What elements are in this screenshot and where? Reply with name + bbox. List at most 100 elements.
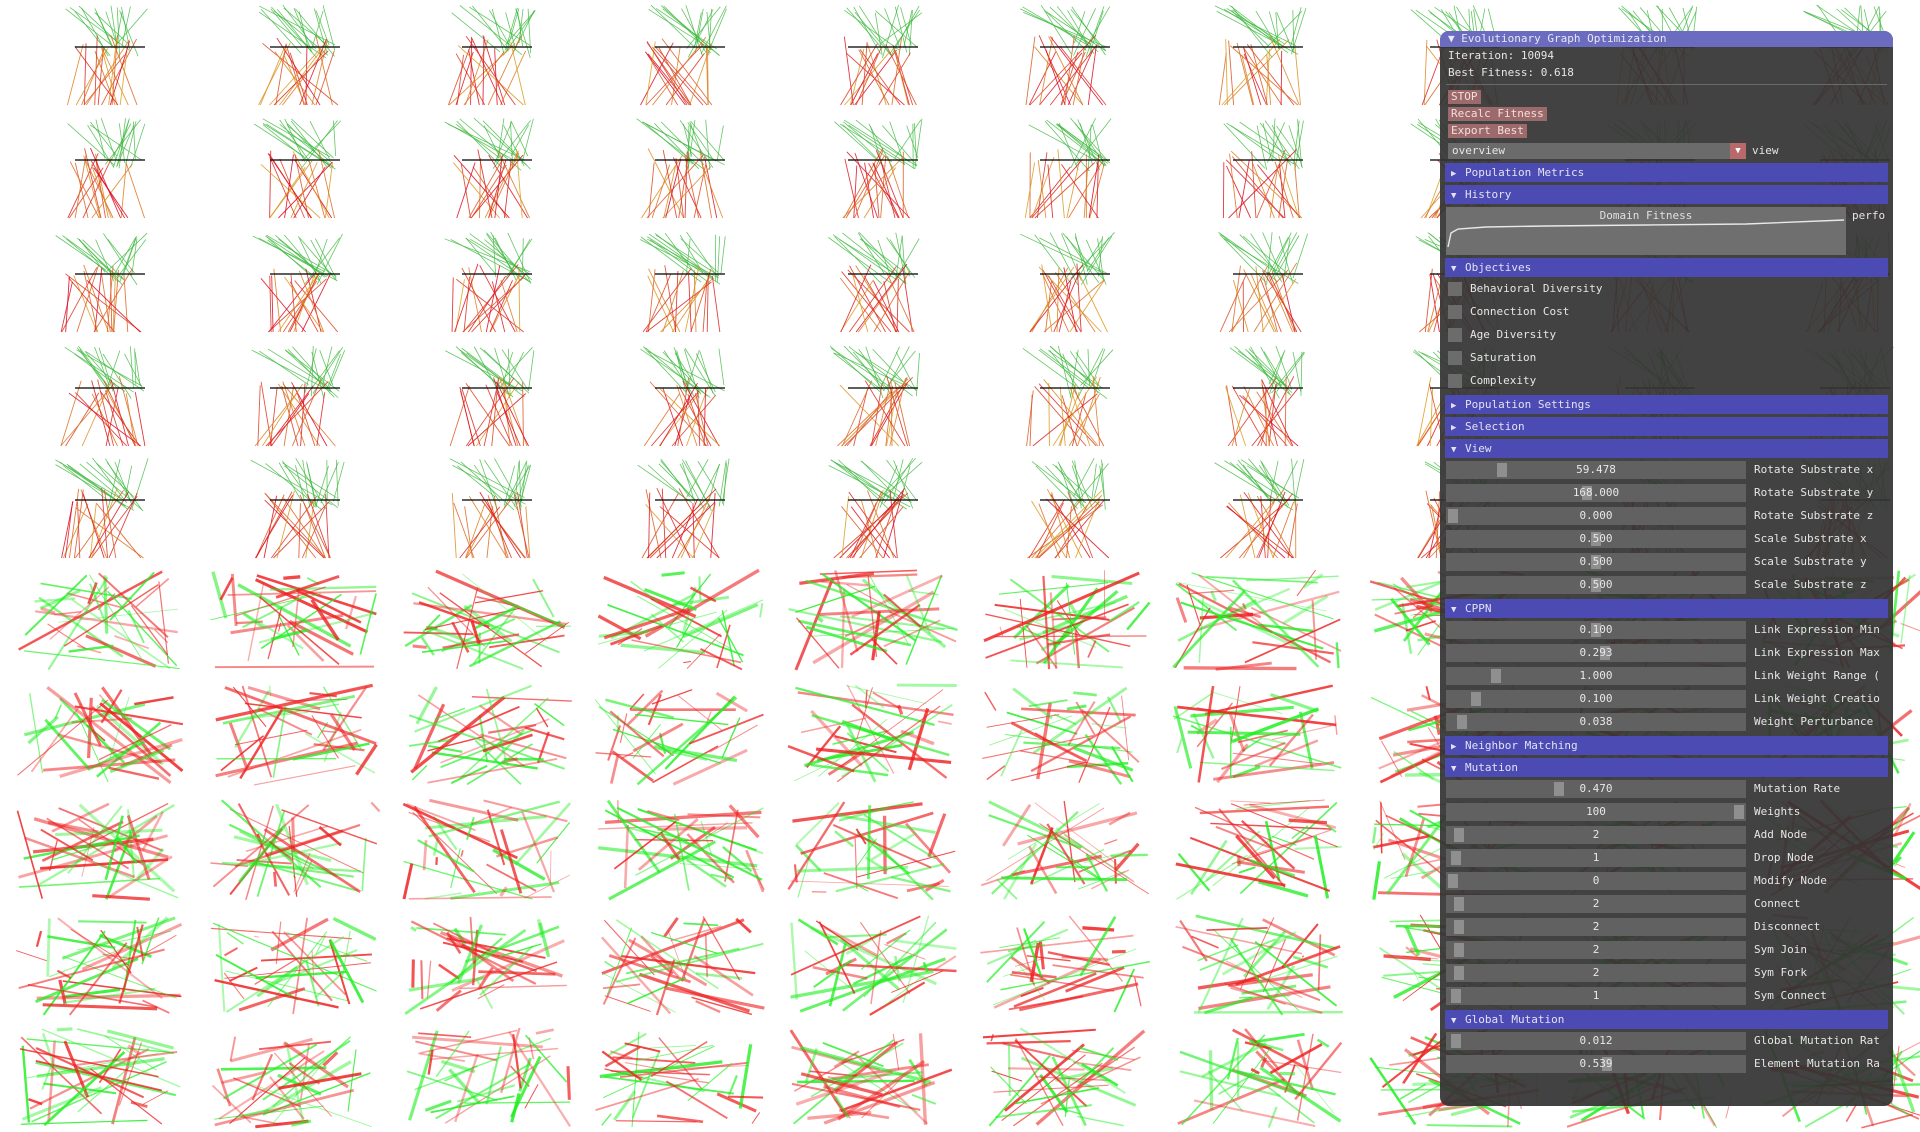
section-mutation[interactable]: ▼ Mutation <box>1445 758 1888 777</box>
slider-track[interactable] <box>1446 507 1746 525</box>
objective-checkbox[interactable] <box>1448 374 1462 388</box>
objective-checkbox-row[interactable]: Saturation <box>1440 346 1893 369</box>
slider-grab[interactable] <box>1454 828 1464 842</box>
slider-track[interactable] <box>1446 987 1746 1005</box>
objectives-list: Behavioral Diversity Connection Cost Age D… <box>1440 277 1893 392</box>
slider-row: 0.500 Scale Substrate y <box>1440 550 1893 573</box>
slider-grab[interactable] <box>1457 715 1467 729</box>
objective-checkbox[interactable] <box>1448 328 1462 342</box>
collapse-triangle-icon[interactable]: ▼ <box>1448 32 1455 45</box>
objective-label: Complexity <box>1470 374 1537 387</box>
slider-track[interactable] <box>1446 690 1746 708</box>
slider-value: 2 <box>1592 943 1600 956</box>
slider-grab[interactable] <box>1448 874 1458 888</box>
objective-checkbox-row[interactable]: Connection Cost <box>1440 300 1893 323</box>
slider-grab[interactable] <box>1497 463 1507 477</box>
slider-grab[interactable] <box>1591 623 1601 637</box>
slider-track[interactable] <box>1446 461 1746 479</box>
view-combo[interactable]: overview ▼ view <box>1440 142 1893 160</box>
objective-checkbox-row[interactable]: Behavioral Diversity <box>1440 277 1893 300</box>
objective-checkbox[interactable] <box>1448 351 1462 365</box>
slider-value: 0.500 <box>1579 578 1613 591</box>
history-plot[interactable]: Domain Fitness perfo <box>1446 207 1887 255</box>
stop-button[interactable]: STOP <box>1448 90 1481 104</box>
panel-title: Evolutionary Graph Optimization <box>1461 32 1667 45</box>
slider-value: 2 <box>1592 828 1600 841</box>
slider-value: 2 <box>1592 920 1600 933</box>
slider-grab[interactable] <box>1582 486 1592 500</box>
slider-grab[interactable] <box>1602 1057 1612 1071</box>
section-population-settings[interactable]: ▶ Population Settings <box>1445 395 1888 414</box>
slider-label: Disconnect <box>1754 920 1821 933</box>
slider-label: Connect <box>1754 897 1801 910</box>
slider-grab[interactable] <box>1554 782 1564 796</box>
combo-arrow-icon[interactable]: ▼ <box>1730 143 1746 159</box>
slider-grab[interactable] <box>1451 989 1461 1003</box>
slider-grab[interactable] <box>1454 920 1464 934</box>
objective-checkbox[interactable] <box>1448 305 1462 319</box>
slider-track[interactable] <box>1446 1055 1746 1073</box>
expanded-triangle-icon: ▼ <box>1451 191 1457 201</box>
slider-track[interactable] <box>1446 484 1746 502</box>
slider-track[interactable] <box>1446 803 1746 821</box>
view-sliders: 59.478 Rotate Substrate x 168.000 Rotate Su… <box>1440 458 1893 596</box>
panel-title-bar[interactable]: ▼ Evolutionary Graph Optimization <box>1440 31 1893 47</box>
slider-label: Rotate Substrate z <box>1754 509 1874 522</box>
slider-grab[interactable] <box>1454 897 1464 911</box>
slider-row: 0.100 Link Weight Creatio <box>1440 687 1893 710</box>
section-history[interactable]: ▼ History <box>1445 185 1888 204</box>
slider-row: 1 Sym Connect <box>1440 984 1893 1007</box>
slider-row: 2 Sym Fork <box>1440 961 1893 984</box>
evolution-control-panel[interactable]: ▼ Evolutionary Graph Optimization Iterat… <box>1440 31 1893 1106</box>
slider-track[interactable] <box>1446 941 1746 959</box>
slider-track[interactable] <box>1446 826 1746 844</box>
slider-track[interactable] <box>1446 872 1746 890</box>
slider-row: 1 Drop Node <box>1440 846 1893 869</box>
slider-grab[interactable] <box>1454 966 1464 980</box>
slider-grab[interactable] <box>1591 578 1601 592</box>
view-combo-label: view <box>1752 144 1779 157</box>
slider-track[interactable] <box>1446 667 1746 685</box>
slider-value: 0.500 <box>1579 555 1613 568</box>
objective-label: Age Diversity <box>1470 328 1557 341</box>
slider-value: 0.038 <box>1579 715 1613 728</box>
slider-track[interactable] <box>1446 1032 1746 1050</box>
section-cppn[interactable]: ▼ CPPN <box>1445 599 1888 618</box>
section-objectives[interactable]: ▼ Objectives <box>1445 258 1888 277</box>
slider-grab[interactable] <box>1451 1034 1461 1048</box>
objective-checkbox-row[interactable]: Complexity <box>1440 369 1893 392</box>
objective-checkbox[interactable] <box>1448 282 1462 296</box>
plot-label: perfo <box>1852 209 1886 222</box>
view-combo-value[interactable]: overview <box>1448 143 1746 159</box>
iteration-label: Iteration: 10094 <box>1448 49 1554 62</box>
slider-grab[interactable] <box>1454 943 1464 957</box>
recalc-fitness-button[interactable]: Recalc Fitness <box>1448 107 1547 121</box>
slider-grab[interactable] <box>1600 646 1610 660</box>
slider-grab[interactable] <box>1591 532 1601 546</box>
slider-grab[interactable] <box>1448 509 1458 523</box>
slider-label: Element Mutation Ra <box>1754 1057 1880 1070</box>
section-global-mutation[interactable]: ▼ Global Mutation <box>1445 1010 1888 1029</box>
export-best-button[interactable]: Export Best <box>1448 124 1527 138</box>
slider-track[interactable] <box>1446 964 1746 982</box>
slider-track[interactable] <box>1446 780 1746 798</box>
slider-grab[interactable] <box>1734 805 1744 819</box>
slider-value: 1 <box>1592 851 1600 864</box>
slider-track[interactable] <box>1446 895 1746 913</box>
section-neighbor-matching[interactable]: ▶ Neighbor Matching <box>1445 736 1888 755</box>
slider-grab[interactable] <box>1591 555 1601 569</box>
slider-grab[interactable] <box>1491 669 1501 683</box>
collapsed-triangle-icon: ▶ <box>1451 169 1457 179</box>
slider-track[interactable] <box>1446 849 1746 867</box>
objective-checkbox-row[interactable]: Age Diversity <box>1440 323 1893 346</box>
section-view[interactable]: ▼ View <box>1445 439 1888 458</box>
section-population-metrics[interactable]: ▶ Population Metrics <box>1445 163 1888 182</box>
slider-grab[interactable] <box>1451 851 1461 865</box>
slider-track[interactable] <box>1446 644 1746 662</box>
slider-track[interactable] <box>1446 918 1746 936</box>
slider-row: 0.100 Link Expression Min <box>1440 618 1893 641</box>
slider-label: Weight Perturbance <box>1754 715 1874 728</box>
slider-grab[interactable] <box>1471 692 1481 706</box>
section-selection[interactable]: ▶ Selection <box>1445 417 1888 436</box>
slider-track[interactable] <box>1446 713 1746 731</box>
